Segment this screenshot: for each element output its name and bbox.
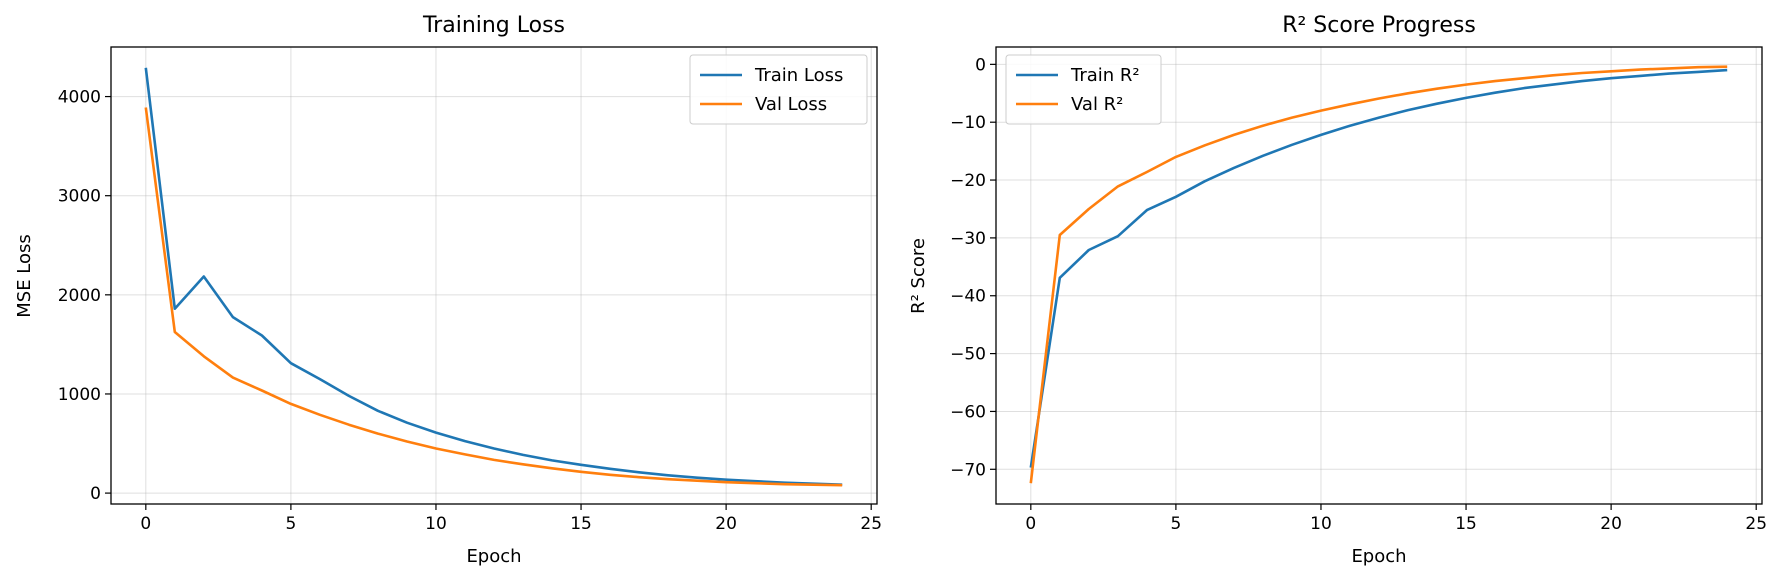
loss-xtick-label: 20 xyxy=(715,514,737,534)
loss-chart-ylabel: MSE Loss xyxy=(14,234,35,318)
r2-chart-grid xyxy=(996,47,1762,504)
r2-ytick-label: −30 xyxy=(950,229,986,249)
r2-chart-xlabel: Epoch xyxy=(1351,546,1406,567)
r2-ytick-label: −70 xyxy=(950,460,986,480)
r2-ytick-label: −40 xyxy=(950,287,986,307)
r2-ytick-label: −20 xyxy=(950,171,986,191)
r2-ytick-label: −10 xyxy=(950,113,986,133)
loss-ytick-label: 0 xyxy=(90,484,101,504)
legend-label-val-loss: Val Loss xyxy=(755,94,827,115)
loss-legend-box xyxy=(689,54,868,125)
loss-xtick-label: 0 xyxy=(140,514,151,534)
r2-ytick-label: −60 xyxy=(950,402,986,422)
r2-chart-frame xyxy=(995,46,1763,505)
loss-xtick-label: 15 xyxy=(570,514,592,534)
loss-ytick-label: 3000 xyxy=(58,187,101,207)
legend-label-val-r2: Val R² xyxy=(1071,94,1123,115)
loss-chart-legend: Train Loss Val Loss xyxy=(689,54,868,125)
r2-xtick-label: 5 xyxy=(1170,514,1181,534)
series-line-train-r2 xyxy=(1029,68,1728,468)
legend-label-train-loss: Train Loss xyxy=(754,65,843,86)
loss-chart-ticks: 0 5 10 15 20 25 0 1000 2000 3000 4000 xyxy=(58,88,882,534)
r2-ytick-label: −50 xyxy=(950,345,986,365)
r2-chart-title: R² Score Progress xyxy=(1282,13,1476,38)
loss-chart-lines xyxy=(144,67,843,487)
r2-chart-ylabel: R² Score xyxy=(908,238,929,314)
loss-chart-xlabel: Epoch xyxy=(466,546,521,567)
r2-chart-ticks: 0 5 10 15 20 25 0 −10 −20 −30 −40 −50 −60 −70 xyxy=(950,55,1767,534)
r2-chart-lines xyxy=(1029,65,1728,484)
series-line-val-loss xyxy=(144,107,843,487)
r2-xtick-label: 0 xyxy=(1025,514,1036,534)
loss-chart-panel: Training Loss Epoch MSE Loss 0 5 10 15 20 250… xyxy=(14,13,882,567)
loss-chart-frame xyxy=(110,46,878,505)
r2-xtick-label: 20 xyxy=(1600,514,1622,534)
legend-label-train-r2: Train R² xyxy=(1070,65,1140,86)
series-line-train-loss xyxy=(144,67,843,486)
loss-ytick-label: 4000 xyxy=(58,88,101,108)
loss-xtick-label: 25 xyxy=(860,514,882,534)
loss-chart-grid xyxy=(111,47,877,504)
loss-ytick-label: 2000 xyxy=(58,286,101,306)
loss-chart-title: Training Loss xyxy=(422,13,565,38)
series-line-val-r2 xyxy=(1029,65,1728,484)
r2-chart-legend: Train R² Val R² xyxy=(1005,54,1162,125)
loss-xtick-label: 10 xyxy=(425,514,447,534)
r2-ytick-label: 0 xyxy=(975,55,986,75)
r2-xtick-label: 15 xyxy=(1455,514,1477,534)
r2-chart-panel: R² Score Progress Epoch R² Score 0 5 10 15 2… xyxy=(908,13,1767,567)
r2-xtick-label: 10 xyxy=(1310,514,1332,534)
r2-xtick-label: 25 xyxy=(1745,514,1767,534)
loss-xtick-label: 5 xyxy=(285,514,296,534)
loss-ytick-label: 1000 xyxy=(58,385,101,405)
r2-legend-box xyxy=(1005,54,1162,125)
